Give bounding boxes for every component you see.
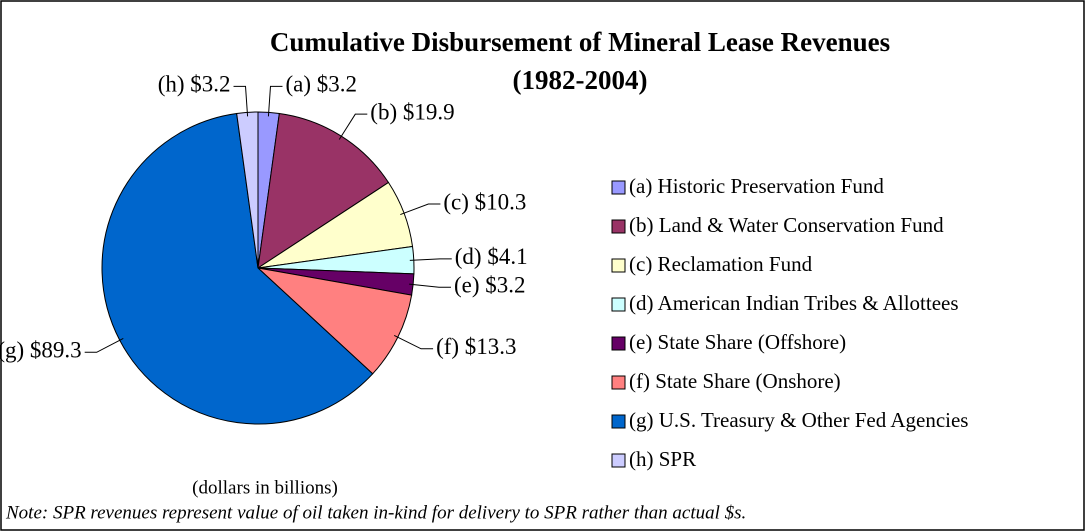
legend-swatch (611, 375, 626, 390)
leader-line (409, 283, 451, 288)
legend-swatch (611, 180, 626, 195)
data-label: (g) $89.3 (0, 338, 82, 363)
data-label: (b) $19.9 (370, 99, 454, 124)
legend-swatch (611, 297, 626, 312)
legend-swatch (611, 336, 626, 351)
chart-title: Cumulative Disbursement of Mineral Lease… (270, 27, 890, 57)
leader-line (409, 258, 452, 261)
unit-note: (dollars in billions) (192, 477, 338, 498)
legend-swatch (611, 258, 626, 273)
leader-line (400, 203, 441, 216)
legend-label: (h) SPR (629, 447, 696, 471)
leader-line (267, 85, 283, 117)
legend-label: (g) U.S. Treasury & Other Fed Agencies (629, 408, 968, 432)
legend-swatch (611, 414, 626, 429)
footnote: Note: SPR revenues represent value of oi… (5, 502, 746, 523)
legend-label: (e) State Share (Offshore) (629, 330, 846, 354)
chart-subtitle: (1982-2004) (513, 65, 648, 95)
legend-label: (c) Reclamation Fund (629, 252, 813, 276)
legend-swatch (611, 453, 626, 468)
data-label: (c) $10.3 (443, 189, 526, 214)
leader-line (393, 335, 434, 350)
legend-label: (f) State Share (Onshore) (629, 369, 841, 393)
data-label: (a) $3.2 (285, 72, 357, 97)
leader-line (338, 113, 368, 140)
data-label: (f) $13.3 (436, 334, 516, 359)
legend-swatch (611, 219, 626, 234)
data-label: (h) $3.2 (158, 72, 231, 97)
data-label: (d) $4.1 (455, 244, 528, 269)
leader-line (233, 85, 249, 117)
data-label: (e) $3.2 (454, 273, 526, 298)
legend-label: (a) Historic Preservation Fund (629, 174, 884, 198)
legend-label: (b) Land & Water Conservation Fund (629, 213, 944, 237)
leader-line (84, 337, 124, 353)
legend-label: (d) American Indian Tribes & Allottees (629, 291, 959, 315)
